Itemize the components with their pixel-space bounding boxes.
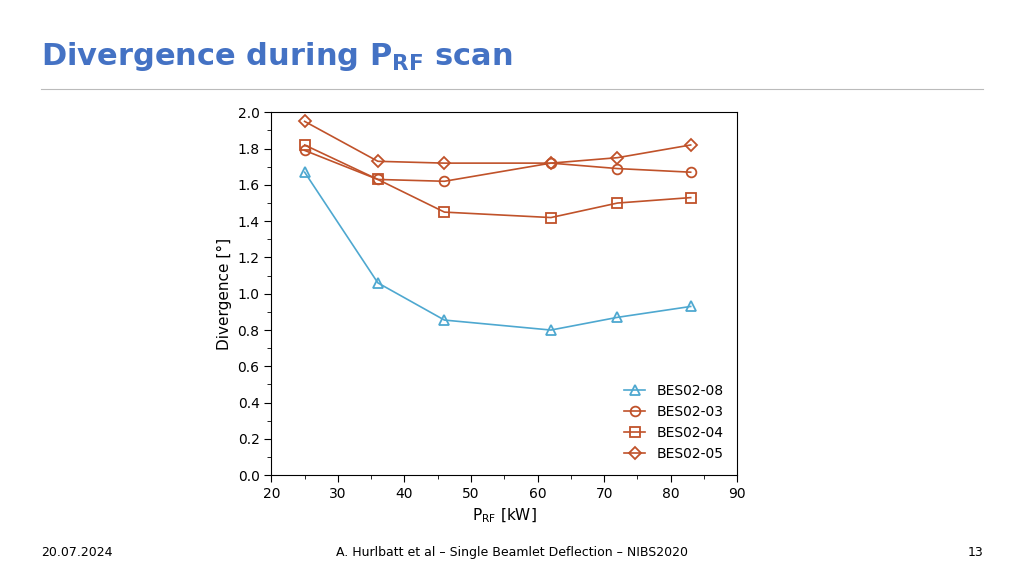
Line: BES02-08: BES02-08 [300, 168, 695, 335]
BES02-05 [372, 158, 384, 165]
Text: A. Hurlbatt et al – Single Beamlet Deflection – NIBS2020: A. Hurlbatt et al – Single Beamlet Defle… [336, 545, 688, 559]
BES02-05 [438, 160, 451, 166]
Text: Divergence during P$_{\mathregular{RF}}$ scan: Divergence during P$_{\mathregular{RF}}$… [41, 40, 512, 73]
BES02-03 [684, 169, 696, 176]
BES02-04 [372, 176, 384, 183]
Text: 13: 13 [968, 545, 983, 559]
BES02-05 [545, 160, 557, 166]
BES02-03 [438, 178, 451, 185]
BES02-08 [611, 314, 624, 321]
BES02-05 [299, 118, 311, 125]
Y-axis label: Divergence [°]: Divergence [°] [217, 238, 231, 350]
Text: 20.07.2024: 20.07.2024 [41, 545, 113, 559]
BES02-03 [611, 165, 624, 172]
Text: IPP: IPP [901, 44, 957, 74]
BES02-03 [299, 147, 311, 154]
BES02-08 [372, 279, 384, 286]
BES02-04 [438, 209, 451, 215]
BES02-08 [299, 169, 311, 176]
Line: BES02-05: BES02-05 [300, 118, 695, 167]
Line: BES02-03: BES02-03 [300, 146, 695, 186]
BES02-03 [545, 160, 557, 166]
BES02-08 [438, 317, 451, 324]
BES02-05 [611, 154, 624, 161]
Legend: BES02-08, BES02-03, BES02-04, BES02-05: BES02-08, BES02-03, BES02-04, BES02-05 [617, 377, 730, 468]
BES02-04 [611, 200, 624, 207]
BES02-08 [545, 327, 557, 334]
BES02-04 [545, 214, 557, 221]
BES02-04 [684, 194, 696, 201]
Line: BES02-04: BES02-04 [300, 140, 695, 222]
BES02-08 [684, 303, 696, 310]
BES02-04 [299, 142, 311, 149]
BES02-03 [372, 176, 384, 183]
X-axis label: P$_{\mathrm{RF}}$ [kW]: P$_{\mathrm{RF}}$ [kW] [472, 506, 537, 525]
BES02-05 [684, 142, 696, 149]
